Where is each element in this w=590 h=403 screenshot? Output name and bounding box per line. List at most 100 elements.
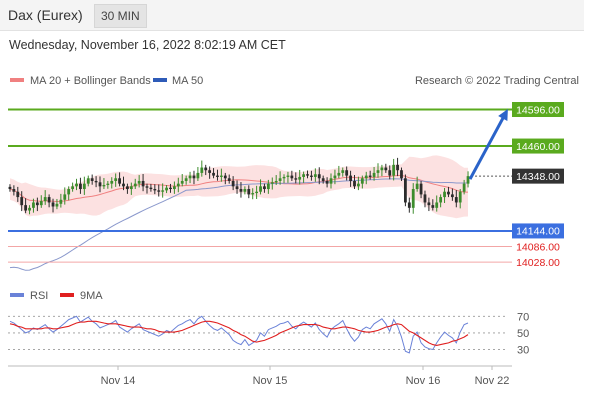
candle-body: [376, 170, 380, 173]
candle-body: [20, 197, 24, 206]
candle: [372, 167, 376, 181]
candle-body: [357, 183, 360, 187]
candle: [8, 184, 12, 192]
candle: [55, 198, 59, 210]
candle-body: [133, 183, 137, 187]
candle-body: [321, 178, 325, 181]
candle-body: [212, 172, 215, 176]
candle-body: [435, 202, 439, 208]
candle: [188, 171, 192, 184]
candle: [184, 175, 188, 185]
x-tick-label: Nov 22: [475, 375, 510, 387]
candle-body: [294, 178, 298, 180]
candle: [321, 175, 325, 184]
candle-body: [176, 183, 180, 187]
rsi-tick-label: 50: [517, 328, 529, 340]
candle: [384, 163, 388, 173]
instrument-title: Dax (Eurex): [8, 7, 83, 23]
candle: [39, 195, 43, 208]
candle: [137, 175, 141, 188]
candle-body: [145, 186, 149, 188]
candle-body: [349, 175, 352, 181]
candle-body: [458, 191, 462, 203]
candle: [82, 176, 86, 195]
candle-body: [431, 205, 435, 208]
candle: [263, 183, 266, 193]
candle-body: [462, 183, 466, 192]
candle-body: [106, 183, 110, 185]
level-label-support2: 14086.00: [516, 241, 560, 253]
candle-body: [32, 202, 35, 208]
candle: [266, 179, 270, 194]
candle-body: [290, 175, 294, 179]
rsi-ma-line: [9, 320, 469, 346]
candle: [208, 166, 212, 179]
x-tick-label: Nov 15: [253, 375, 288, 387]
candle-body: [353, 180, 356, 187]
candle: [196, 167, 200, 181]
candle: [435, 195, 439, 212]
candle: [32, 198, 35, 213]
candle-body: [67, 189, 71, 195]
candle: [341, 167, 345, 177]
candle-body: [216, 175, 219, 177]
candle-body: [98, 182, 102, 187]
candle-body: [114, 178, 118, 181]
candle: [282, 174, 286, 184]
candle-body: [75, 183, 78, 187]
candle-body: [364, 175, 368, 179]
candle-body: [310, 175, 313, 177]
candle-body: [8, 186, 12, 190]
candle: [35, 197, 39, 212]
price-levels: 14596.00 14460.00 14348.00 14144.00 14086.00…: [8, 102, 564, 269]
candle-body: [208, 170, 212, 173]
candle: [118, 172, 121, 187]
candle: [12, 185, 16, 196]
bollinger-band: [10, 155, 468, 219]
candle-body: [82, 183, 86, 190]
timeframe-badge[interactable]: 30 MIN: [94, 4, 147, 28]
candle-body: [388, 170, 392, 176]
candle: [239, 182, 243, 198]
candle-body: [443, 191, 446, 198]
candle-body: [231, 180, 235, 187]
candle-body: [118, 178, 121, 184]
candle: [278, 171, 282, 185]
candle-body: [219, 175, 223, 177]
candle: [431, 199, 435, 211]
candle: [43, 190, 47, 205]
candle: [270, 177, 274, 190]
candle-body: [345, 170, 349, 176]
candle: [454, 190, 458, 208]
candle: [192, 170, 196, 185]
candle-body: [270, 182, 274, 184]
candle-body: [450, 194, 454, 198]
candle: [75, 178, 78, 191]
candle-body: [282, 176, 286, 179]
candle-body: [59, 199, 63, 204]
ma20-legend-swatch: [10, 78, 24, 82]
candle-body: [302, 174, 306, 177]
candle: [169, 183, 172, 193]
rsi-ma-legend-label: 9MA: [80, 290, 103, 302]
candle: [333, 169, 337, 185]
candle: [368, 170, 372, 180]
candle: [306, 170, 309, 179]
candle: [67, 186, 71, 201]
candle: [71, 182, 75, 192]
level-label-box-target: [512, 102, 564, 118]
timestamp: Wednesday, November 16, 2022 8:02:19 AM …: [9, 38, 286, 52]
candle: [153, 184, 157, 195]
x-axis: Nov 14 Nov 15 Nov 16 Nov 22: [101, 366, 510, 387]
candle: [286, 171, 290, 183]
candle-body: [165, 187, 168, 191]
candle-body: [184, 178, 188, 181]
candle-body: [161, 190, 165, 192]
candle-body: [188, 175, 192, 179]
candle: [98, 176, 102, 193]
candle: [180, 173, 184, 187]
candle-body: [126, 186, 129, 190]
candle-body: [243, 189, 247, 192]
candle-body: [286, 175, 290, 177]
level-label-current: 14348.00: [516, 171, 560, 183]
